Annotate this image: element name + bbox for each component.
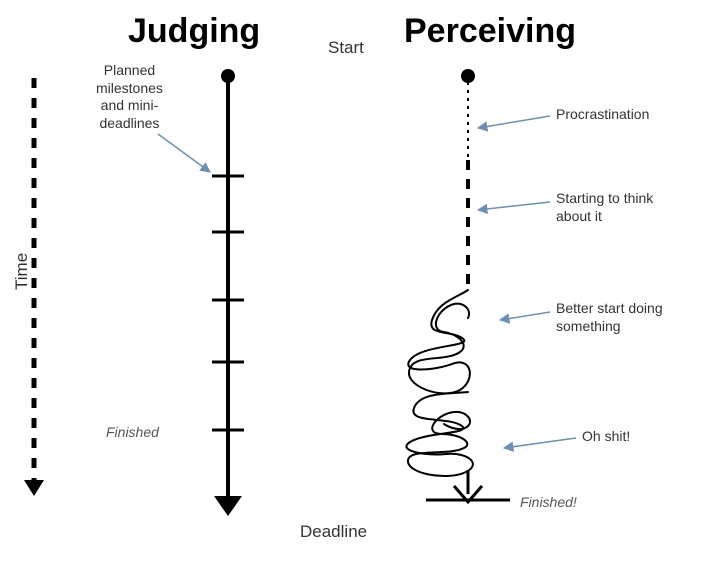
judging-timeline <box>212 69 244 516</box>
annotation-arrows <box>158 116 576 448</box>
time-axis <box>24 78 44 496</box>
diagram-canvas <box>0 0 720 563</box>
perceiving-timeline <box>406 69 510 502</box>
